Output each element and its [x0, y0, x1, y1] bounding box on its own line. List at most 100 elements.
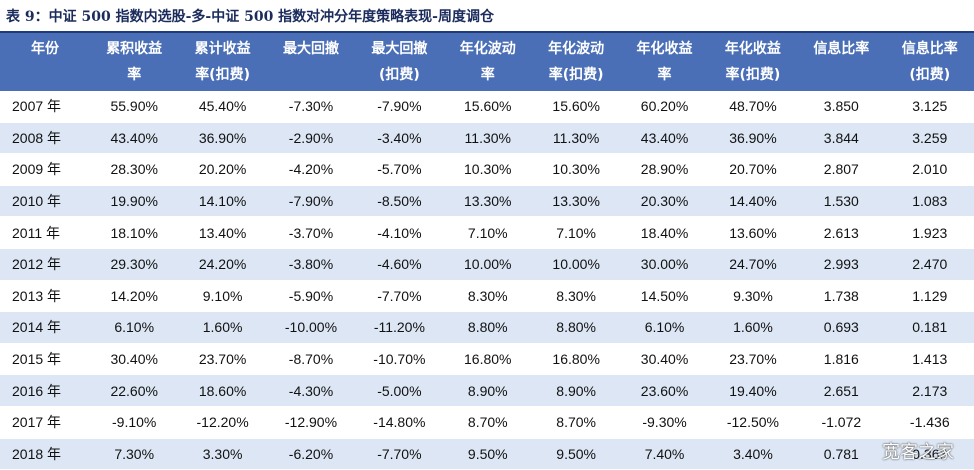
value-cell: 2.613: [797, 216, 886, 249]
value-cell: 2.173: [885, 374, 974, 407]
table-row: 2008 年 43.40% 36.90% -2.90% -3.40% 11.30% 11.3…: [0, 122, 974, 155]
value-cell: 9.30%: [708, 280, 798, 313]
table-row: 2017 年 -9.10% -12.20% -12.90% -14.80% 8.70% 8.…: [0, 406, 974, 439]
value-cell: 3.259: [885, 122, 974, 155]
table-caption: 表 9：中证 500 指数内选股-多-中证 500 指数对冲分年度策略表现-周度…: [6, 9, 494, 25]
value-cell: 22.60%: [90, 374, 179, 407]
value-cell: -4.20%: [266, 153, 356, 186]
column-header: 信息比率 (扣费): [885, 33, 974, 91]
value-cell: 16.80%: [531, 343, 621, 376]
value-cell: 0.781: [797, 438, 886, 470]
performance-table: 年份 累积收益率累计收益 率(扣费) 最大回撤 最大回撤 (扣费) 年化波动率年化波动率…: [0, 33, 974, 470]
value-cell: 36.90%: [178, 122, 267, 155]
value-cell: -3.40%: [355, 122, 444, 155]
table-row: 2018 年 7.30% 3.30% -6.20% -7.70% 9.50% 9.50% 7.…: [0, 438, 974, 470]
value-cell: 14.40%: [708, 185, 798, 218]
value-cell: 30.40%: [90, 343, 179, 376]
value-cell: 23.60%: [620, 374, 709, 407]
value-cell: -1.436: [885, 406, 974, 439]
value-cell: -7.70%: [355, 438, 444, 470]
column-header-line1: 信息比率: [813, 41, 870, 57]
value-cell: 2.470: [885, 248, 974, 281]
value-cell: 1.083: [885, 185, 974, 218]
value-cell: -14.80%: [355, 406, 444, 439]
value-cell: 2.807: [797, 153, 886, 186]
value-cell: -7.90%: [355, 91, 444, 123]
value-cell: 1.413: [885, 343, 974, 376]
column-header: 最大回撤: [266, 33, 356, 91]
column-header-line1: 最大回撤: [282, 41, 339, 57]
value-cell: 11.30%: [443, 122, 532, 155]
value-cell: -9.30%: [620, 406, 709, 439]
table-row: 2014 年 6.10% 1.60% -10.00% -11.20% 8.80% 8.80%…: [0, 311, 974, 344]
value-cell: 0.363: [885, 438, 974, 470]
table-row: 2013 年 14.20% 9.10% -5.90% -7.70% 8.30% 8.30% 1…: [0, 280, 974, 313]
watermark-text: 宽客之家: [882, 442, 954, 463]
value-cell: 30.00%: [620, 248, 709, 281]
caption-divider: [0, 31, 974, 33]
value-cell: 15.60%: [443, 91, 532, 123]
table-row: 2007 年 55.90% 45.40% -7.30% -7.90% 15.60% 15.6…: [0, 91, 974, 123]
value-cell: -7.30%: [266, 91, 356, 123]
value-cell: -1.072: [797, 406, 886, 439]
column-header-line2: 率: [480, 67, 495, 83]
column-header: 累积收益率: [90, 33, 179, 91]
value-cell: 3.850: [797, 91, 886, 123]
column-header-line1: 年化波动: [548, 41, 605, 57]
value-cell: 3.30%: [178, 438, 267, 470]
value-cell: 7.40%: [620, 438, 709, 470]
value-cell: 36.90%: [708, 122, 798, 155]
year-cell: 2010 年: [0, 185, 90, 218]
value-cell: -11.20%: [355, 311, 444, 344]
value-cell: 14.50%: [620, 280, 709, 313]
value-cell: 30.40%: [620, 343, 709, 376]
value-cell: 60.20%: [620, 91, 709, 123]
value-cell: 8.70%: [531, 406, 621, 439]
column-header-line1: 年份: [31, 41, 59, 57]
value-cell: 7.10%: [443, 216, 532, 249]
value-cell: 6.10%: [620, 311, 709, 344]
value-cell: -4.30%: [266, 374, 356, 407]
value-cell: -7.70%: [355, 280, 444, 313]
header-row: 年份 累积收益率累计收益 率(扣费) 最大回撤 最大回撤 (扣费) 年化波动率年化波动率…: [0, 33, 974, 91]
value-cell: 2.993: [797, 248, 886, 281]
value-cell: 9.50%: [531, 438, 621, 470]
value-cell: 13.40%: [178, 216, 267, 249]
column-header-line1: 年化收益: [724, 41, 781, 57]
table-row: 2016 年 22.60% 18.60% -4.30% -5.00% 8.90% 8.90%…: [0, 374, 974, 407]
column-header-line2: (扣费): [909, 67, 951, 83]
value-cell: -3.70%: [266, 216, 356, 249]
value-cell: 1.923: [885, 216, 974, 249]
table-row: 2009 年 28.30% 20.20% -4.20% -5.70% 10.30% 10.3…: [0, 153, 974, 186]
year-cell: 2014 年: [0, 311, 90, 344]
value-cell: 3.844: [797, 122, 886, 155]
value-cell: -9.10%: [90, 406, 179, 439]
value-cell: 10.30%: [443, 153, 532, 186]
column-header: 年化波动 率(扣费): [531, 33, 621, 91]
column-header: 最大回撤 (扣费): [355, 33, 444, 91]
value-cell: 0.181: [885, 311, 974, 344]
value-cell: 29.30%: [90, 248, 179, 281]
value-cell: 2.010: [885, 153, 974, 186]
value-cell: -10.70%: [355, 343, 444, 376]
value-cell: 9.10%: [178, 280, 267, 313]
value-cell: -4.10%: [355, 216, 444, 249]
table-row: 2010 年 19.90% 14.10% -7.90% -8.50% 13.30% 13.3…: [0, 185, 974, 218]
table-row: 2012 年 29.30% 24.20% -3.80% -4.60% 10.00% 10.0…: [0, 248, 974, 281]
value-cell: -10.00%: [266, 311, 356, 344]
value-cell: 2.651: [797, 374, 886, 407]
value-cell: 18.10%: [90, 216, 179, 249]
value-cell: 20.70%: [708, 153, 798, 186]
value-cell: -12.90%: [266, 406, 356, 439]
column-header-line2: 率: [127, 67, 142, 83]
value-cell: -8.50%: [355, 185, 444, 218]
value-cell: 45.40%: [178, 91, 267, 123]
column-header: 年化收益率: [620, 33, 709, 91]
value-cell: 43.40%: [620, 122, 709, 155]
value-cell: 7.30%: [90, 438, 179, 470]
year-cell: 2007 年: [0, 91, 90, 123]
column-header: 年份: [0, 33, 90, 91]
table-row: 2011 年 18.10% 13.40% -3.70% -4.10% 7.10% 7.10%…: [0, 216, 974, 249]
value-cell: 43.40%: [90, 122, 179, 155]
value-cell: 9.50%: [443, 438, 532, 470]
